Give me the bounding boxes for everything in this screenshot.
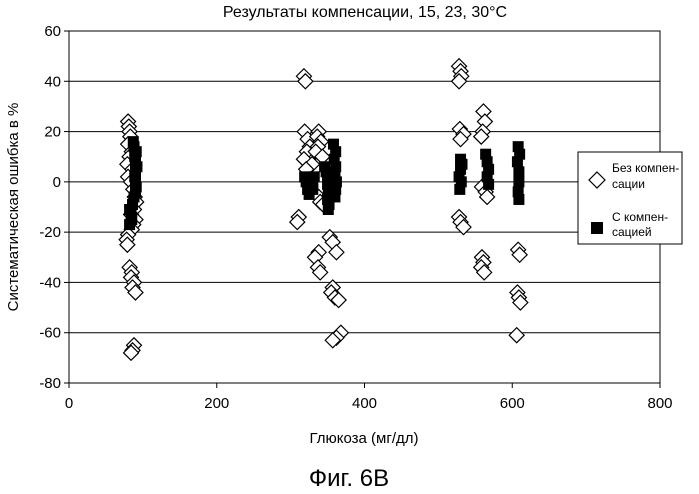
y-tick-label: -40 [39,274,61,291]
y-tick-label: 40 [44,73,61,90]
legend-label-uncompensated-2: сации [612,177,645,191]
figure-label: Фиг. 6В [309,465,389,492]
y-tick-label: -80 [39,375,61,392]
point-compensated [309,171,320,182]
legend: Без компен- сации С компен- сацией [578,152,682,244]
point-compensated [307,184,318,195]
x-axis-label: Глюкоза (мг/дл) [309,430,418,447]
y-tick-label: 20 [44,124,61,141]
y-tick-label: -20 [39,224,61,241]
x-tick-label: 200 [204,395,229,412]
legend-label-uncompensated-1: Без компен- [612,161,679,175]
y-tick-label: 0 [53,174,61,191]
plot-area [69,31,660,383]
legend-filled-square-icon [591,222,603,234]
legend-label-compensated-1: С компен- [612,210,668,224]
point-compensated [513,194,524,205]
point-compensated [513,176,524,187]
y-tick-label: -60 [39,325,61,342]
point-compensated [329,191,340,202]
point-compensated [483,179,494,190]
x-tick-labels: 0 200 400 600 800 [65,395,673,412]
point-compensated [454,184,465,195]
y-tick-labels: 60 40 20 0 -20 -40 -60 -80 [39,23,61,392]
chart-title: Результаты компенсации, 15, 23, 30°C [223,4,507,21]
point-compensated [512,156,523,167]
point-compensated [323,204,334,215]
y-tick-label: 60 [44,23,61,40]
y-axis-label: Систематическая ошибка в % [5,103,22,312]
point-compensated [513,166,524,177]
x-tick-label: 0 [65,395,73,412]
x-tick-label: 800 [647,395,672,412]
legend-label-compensated-2: сацией [612,225,652,239]
x-tick-label: 600 [500,395,525,412]
point-compensated [124,219,135,230]
x-tick-label: 400 [352,395,377,412]
